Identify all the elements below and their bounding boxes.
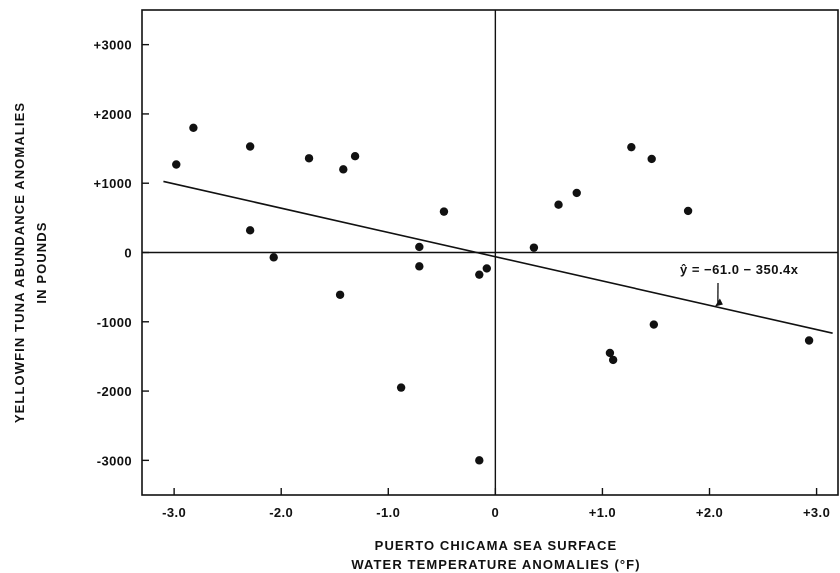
data-point [245,142,255,151]
data-point [304,154,314,163]
regression-line [163,180,833,334]
y-tick-label: +2000 [93,107,132,122]
data-point [189,123,198,132]
x-tick-label: +2.0 [696,505,723,520]
axis-titles-layer: PUERTO CHICAMA SEA SURFACE WATER TEMPERAT… [12,102,640,572]
data-point [475,456,484,465]
y-tick-label: +1000 [93,176,132,191]
y-axis-title: IN POUNDS [34,221,49,303]
regression-layer: ŷ = −61.0 − 350.4x [163,180,833,334]
y-tick-label: -3000 [97,453,132,468]
data-point [245,226,255,235]
data-point [475,270,484,279]
data-point [608,355,618,365]
data-point [649,320,659,329]
y-tick-label: -1000 [97,315,132,330]
axes-layer [141,9,839,496]
tick-labels-layer: -3.0 -2.0 -1.0 0 +1.0 +2.0 +3.0 +3000 +2000 +1000… [93,38,830,520]
data-point [439,207,449,216]
data-point [415,262,424,271]
x-axis-title: WATER TEMPERATURE ANOMALIES (°F) [351,557,640,572]
ticks-layer [142,43,818,495]
regression-equation-label: ŷ = −61.0 − 350.4x [680,262,799,277]
data-point [269,253,278,262]
data-point [572,188,581,198]
data-point [335,290,345,299]
y-axis-title: YELLOWFIN TUNA ABUNDANCE ANOMALIES [12,102,27,423]
y-tick-label: 0 [124,246,132,261]
annotation-arrowhead [714,298,723,307]
data-points-layer [172,123,814,465]
data-point [350,151,360,161]
data-point [627,142,636,152]
data-point [554,200,563,209]
x-tick-label: -1.0 [376,505,400,520]
data-point [683,206,693,216]
data-point [415,242,424,252]
x-tick-label: 0 [492,505,500,520]
x-tick-label: +3.0 [803,505,830,520]
x-tick-label: +1.0 [589,505,616,520]
data-point [172,160,181,169]
data-point [396,383,406,392]
data-point [605,348,615,358]
data-point [339,165,348,174]
x-tick-label: -3.0 [162,505,186,520]
x-tick-label: -2.0 [269,505,293,520]
data-point [804,336,814,345]
data-point [529,243,539,252]
y-tick-label: +3000 [93,38,132,53]
data-point [482,264,491,273]
data-point [647,154,656,164]
y-tick-label: -2000 [97,384,132,399]
x-axis-title: PUERTO CHICAMA SEA SURFACE [375,538,618,553]
